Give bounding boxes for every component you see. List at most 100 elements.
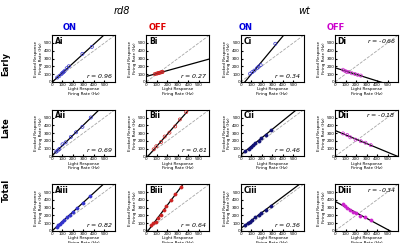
Text: ON: ON bbox=[63, 23, 77, 32]
Text: Total: Total bbox=[2, 179, 10, 202]
Point bbox=[74, 206, 80, 210]
Point bbox=[263, 208, 269, 212]
Point bbox=[242, 148, 249, 152]
Point bbox=[153, 72, 160, 76]
Text: Diii: Diii bbox=[338, 186, 352, 195]
Point bbox=[272, 42, 278, 46]
Point bbox=[258, 211, 264, 215]
Point bbox=[150, 222, 156, 226]
Text: rd8: rd8 bbox=[114, 6, 130, 16]
X-axis label: Light Response
Firing Rate (Hz): Light Response Firing Rate (Hz) bbox=[68, 162, 99, 170]
Point bbox=[79, 52, 86, 56]
Point bbox=[346, 70, 352, 74]
Text: $r$ = -0.34: $r$ = -0.34 bbox=[367, 186, 396, 194]
Text: $r$ = 0.96: $r$ = 0.96 bbox=[86, 72, 113, 80]
Point bbox=[157, 71, 163, 75]
Point bbox=[154, 71, 160, 75]
Point bbox=[354, 73, 361, 77]
Point bbox=[342, 204, 348, 208]
Text: Ai: Ai bbox=[54, 37, 63, 46]
Point bbox=[250, 143, 256, 147]
Point bbox=[245, 147, 252, 151]
Point bbox=[248, 145, 254, 148]
Text: Early: Early bbox=[2, 52, 10, 76]
Text: Dii: Dii bbox=[338, 111, 349, 120]
Point bbox=[73, 130, 79, 134]
Point bbox=[357, 214, 364, 218]
Point bbox=[177, 118, 183, 122]
Point bbox=[64, 66, 70, 70]
Y-axis label: Evoked Response
Firing Rate (Hz): Evoked Response Firing Rate (Hz) bbox=[128, 41, 137, 77]
Point bbox=[251, 69, 258, 72]
Point bbox=[160, 208, 167, 212]
Point bbox=[59, 71, 66, 75]
Point bbox=[352, 211, 359, 215]
Point bbox=[79, 125, 86, 129]
Point bbox=[252, 141, 259, 145]
Point bbox=[53, 150, 59, 154]
Text: Cii: Cii bbox=[243, 111, 254, 120]
Y-axis label: Evoked Response
Firing Rate (Hz): Evoked Response Firing Rate (Hz) bbox=[317, 115, 326, 151]
X-axis label: Light Response
Firing Rate (Hz): Light Response Firing Rate (Hz) bbox=[162, 162, 194, 170]
Text: Ciii: Ciii bbox=[243, 186, 257, 195]
Point bbox=[68, 135, 74, 139]
Point bbox=[347, 208, 354, 212]
Point bbox=[62, 140, 69, 144]
Point bbox=[245, 221, 251, 225]
Point bbox=[252, 215, 259, 219]
Text: OFF: OFF bbox=[149, 23, 167, 32]
Y-axis label: Evoked Response
Firing Rate (Hz): Evoked Response Firing Rate (Hz) bbox=[317, 190, 326, 226]
X-axis label: Light Response
Firing Rate (Hz): Light Response Firing Rate (Hz) bbox=[351, 236, 382, 243]
Text: $r$ = 0.46: $r$ = 0.46 bbox=[274, 147, 302, 155]
Point bbox=[368, 143, 374, 147]
Text: $r$ = 0.69: $r$ = 0.69 bbox=[86, 147, 113, 155]
Point bbox=[160, 70, 166, 74]
Point bbox=[268, 204, 274, 208]
Point bbox=[159, 70, 165, 74]
Point bbox=[362, 215, 369, 219]
Point bbox=[155, 71, 162, 75]
Text: Aiii: Aiii bbox=[54, 186, 68, 195]
Point bbox=[148, 224, 154, 227]
X-axis label: Light Response
Firing Rate (Hz): Light Response Firing Rate (Hz) bbox=[256, 162, 288, 170]
Point bbox=[57, 222, 63, 226]
Point bbox=[60, 70, 67, 74]
X-axis label: Light Response
Firing Rate (Hz): Light Response Firing Rate (Hz) bbox=[256, 87, 288, 96]
Point bbox=[255, 65, 262, 69]
Point bbox=[255, 139, 262, 143]
Point bbox=[254, 66, 260, 70]
Point bbox=[263, 133, 269, 137]
Point bbox=[340, 68, 346, 72]
Point bbox=[88, 116, 94, 120]
Y-axis label: Evoked Response
Firing Rate (Hz): Evoked Response Firing Rate (Hz) bbox=[128, 190, 137, 226]
Point bbox=[158, 140, 164, 144]
Point bbox=[349, 71, 355, 75]
Point bbox=[247, 220, 253, 224]
Y-axis label: Evoked Response
Firing Rate (Hz): Evoked Response Firing Rate (Hz) bbox=[223, 115, 232, 151]
Point bbox=[54, 148, 61, 152]
X-axis label: Light Response
Firing Rate (Hz): Light Response Firing Rate (Hz) bbox=[68, 87, 99, 96]
Point bbox=[249, 70, 256, 74]
Text: Di: Di bbox=[338, 37, 347, 46]
X-axis label: Light Response
Firing Rate (Hz): Light Response Firing Rate (Hz) bbox=[351, 87, 382, 96]
Point bbox=[247, 72, 253, 76]
Point bbox=[56, 147, 62, 151]
Text: $r$ = 0.36: $r$ = 0.36 bbox=[274, 221, 302, 229]
Point bbox=[58, 72, 65, 76]
Point bbox=[249, 218, 256, 222]
Point bbox=[153, 220, 159, 224]
Y-axis label: Evoked Response
Firing Rate (Hz): Evoked Response Firing Rate (Hz) bbox=[223, 190, 232, 226]
Point bbox=[70, 210, 76, 214]
Point bbox=[59, 220, 65, 224]
Point bbox=[344, 133, 350, 137]
Point bbox=[258, 63, 264, 67]
Y-axis label: Evoked Response
Firing Rate (Hz): Evoked Response Firing Rate (Hz) bbox=[34, 190, 43, 226]
Point bbox=[168, 198, 174, 202]
Point bbox=[150, 148, 157, 151]
Point bbox=[183, 110, 190, 114]
Point bbox=[155, 216, 161, 220]
Point bbox=[358, 74, 364, 78]
Point bbox=[162, 135, 168, 139]
Point bbox=[54, 76, 60, 79]
Text: Bi: Bi bbox=[149, 37, 157, 46]
